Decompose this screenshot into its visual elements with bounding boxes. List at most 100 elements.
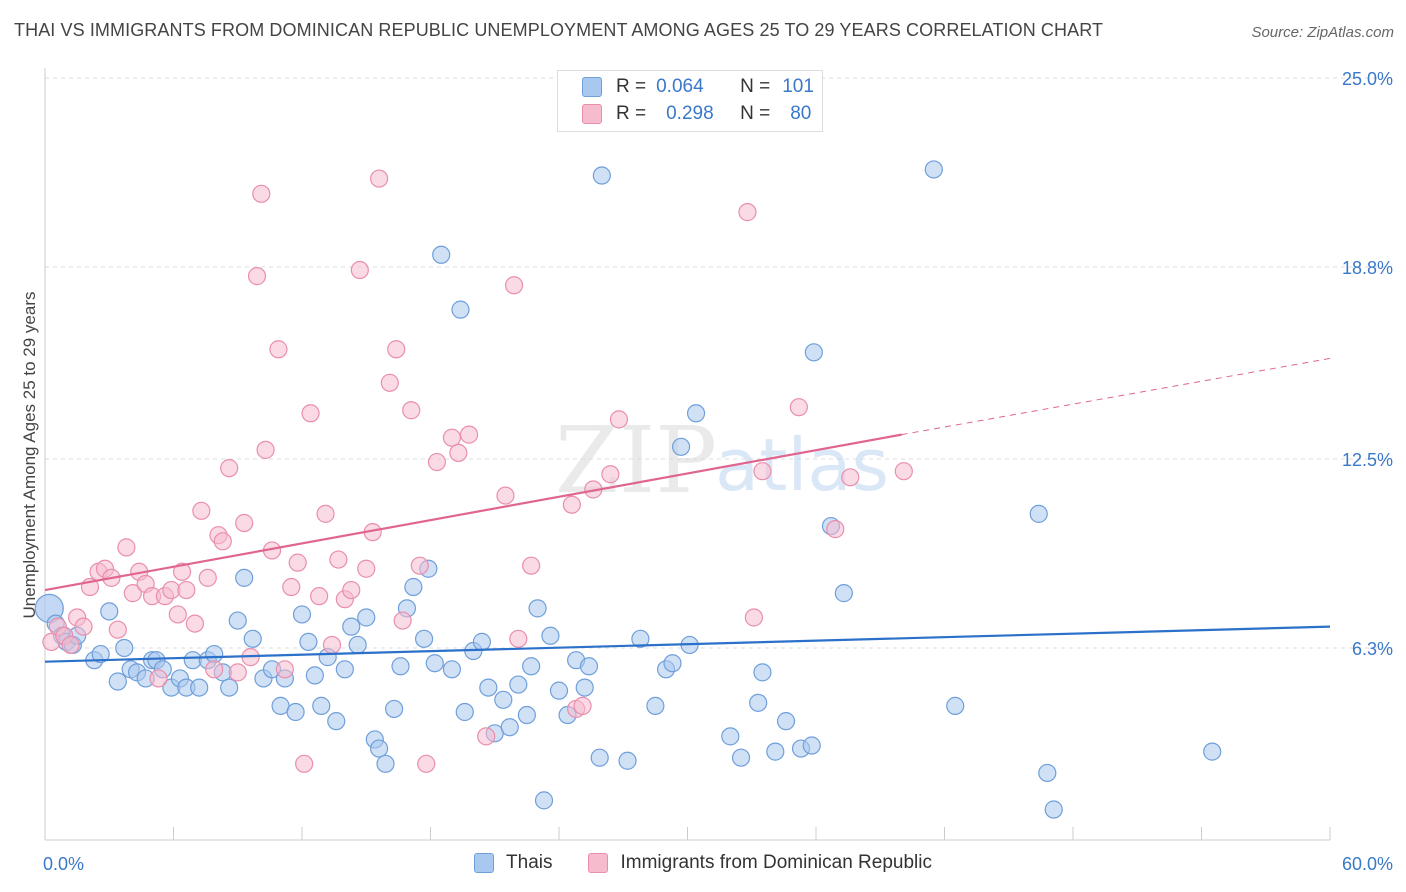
thais-point — [1044, 800, 1063, 819]
thais-point — [100, 602, 119, 621]
dominican-point — [310, 587, 329, 606]
thais-point — [517, 705, 536, 725]
grid-lines — [45, 77, 1392, 649]
dominican-point — [601, 465, 620, 484]
thais-point — [522, 657, 541, 676]
dominican-point — [205, 660, 224, 679]
y-tick-label: 18.8% — [1342, 258, 1393, 278]
dominican-point — [168, 605, 187, 624]
thais-point — [590, 748, 609, 767]
dominican-point — [247, 267, 267, 286]
dominican-point — [496, 486, 515, 505]
thais-point — [312, 696, 331, 715]
dominican-point — [149, 669, 168, 688]
thais-point — [766, 742, 785, 761]
trend-line-dominican-extension — [901, 357, 1331, 436]
dominican-point — [350, 260, 369, 280]
legend-r-value-thais: 0.064 — [656, 76, 704, 97]
dominican-point — [442, 428, 462, 447]
legend-n-value-thais: 101 — [782, 76, 814, 97]
dominican-point — [789, 398, 808, 417]
x-tick-label: 60.0% — [1342, 854, 1393, 874]
legend-swatch-thais — [474, 853, 495, 873]
dominican-point — [744, 608, 763, 627]
legend-n-label: N = — [740, 103, 771, 124]
thais-point — [494, 690, 513, 709]
thais-point — [618, 751, 637, 770]
dominican-point — [61, 635, 80, 655]
dominican-point — [74, 617, 93, 636]
trend-line-dominican — [44, 433, 902, 592]
dominican-point — [282, 577, 301, 597]
axes — [44, 68, 1331, 841]
legend-item-thais[interactable]: Thais — [474, 852, 552, 874]
dominican-point — [269, 340, 288, 359]
thais-point — [686, 404, 706, 423]
thais-point — [749, 693, 768, 712]
legend-n-label: N = — [740, 76, 771, 97]
thais-point — [342, 617, 361, 636]
legend-row-dominican: R = 0.298 N = 80 — [582, 102, 811, 126]
dominican-point — [172, 562, 192, 581]
dominican-point — [841, 468, 860, 487]
legend-r-value-dominican: 0.298 — [666, 103, 714, 124]
dominican-point — [573, 696, 592, 715]
series-legend: Thais Immigrants from Dominican Republic — [0, 852, 1406, 874]
thais-point — [243, 629, 262, 648]
dominican-point — [220, 459, 239, 478]
dominican-point — [609, 410, 629, 429]
legend-item-dominican[interactable]: Immigrants from Dominican Republic — [588, 852, 932, 874]
dominican-point — [117, 538, 136, 557]
thais-point — [646, 696, 665, 715]
thais-point — [305, 666, 324, 685]
thais-point — [327, 712, 346, 731]
dominican-point — [562, 495, 581, 514]
dominican-point — [417, 754, 436, 773]
legend-label-dominican: Immigrants from Dominican Republic — [620, 852, 932, 873]
thais-point — [292, 605, 312, 624]
thais-point — [479, 678, 498, 697]
thais-point — [541, 626, 560, 645]
dominican-point — [522, 556, 541, 575]
thais-point — [721, 727, 740, 746]
thais-point — [500, 718, 519, 737]
dominican-point — [213, 532, 232, 551]
thais-point — [108, 672, 127, 691]
thais-point — [451, 300, 470, 319]
chart-title: THAI VS IMMIGRANTS FROM DOMINICAN REPUBL… — [14, 20, 1104, 40]
legend-swatch-thais — [582, 77, 602, 97]
watermark-atlas: atlas — [715, 423, 889, 507]
dominican-point — [393, 611, 412, 630]
dominican-point — [322, 635, 342, 655]
dominican-point — [329, 550, 348, 569]
thais-point — [235, 568, 254, 587]
thais-point — [432, 245, 451, 264]
legend-swatch-dominican — [588, 853, 609, 873]
dominican-point — [192, 501, 211, 520]
dominican-point — [427, 452, 447, 472]
watermark-zip: ZIP — [555, 407, 717, 514]
thais-point — [404, 577, 423, 597]
dominican-point — [185, 614, 205, 633]
thais-point — [549, 681, 569, 700]
y-tick-label: 25.0% — [1342, 69, 1393, 89]
dominican-point — [316, 504, 335, 523]
tick-labels: 6.3% 12.5% 18.8% 25.0% 0.0% 60.0% — [43, 69, 1393, 874]
thais-point — [575, 678, 594, 697]
thais-point — [834, 584, 853, 603]
chart-source: Source: ZipAtlas.com — [1251, 24, 1394, 41]
dominican-point — [252, 184, 271, 203]
dominican-point — [123, 584, 142, 603]
dominican-point — [108, 620, 127, 639]
thais-point — [1029, 504, 1048, 523]
dominican-point — [894, 462, 913, 481]
thais-point — [425, 654, 444, 673]
thais-point — [220, 678, 239, 697]
legend-row-thais: R = 0.064 N = 101 — [582, 75, 814, 99]
x-tick-label: 0.0% — [43, 854, 84, 874]
thais-point — [414, 629, 434, 648]
y-tick-label: 6.3% — [1352, 639, 1393, 659]
thais-point — [663, 654, 682, 673]
y-tick-label: 12.5% — [1342, 450, 1393, 470]
thais-point — [455, 702, 474, 722]
